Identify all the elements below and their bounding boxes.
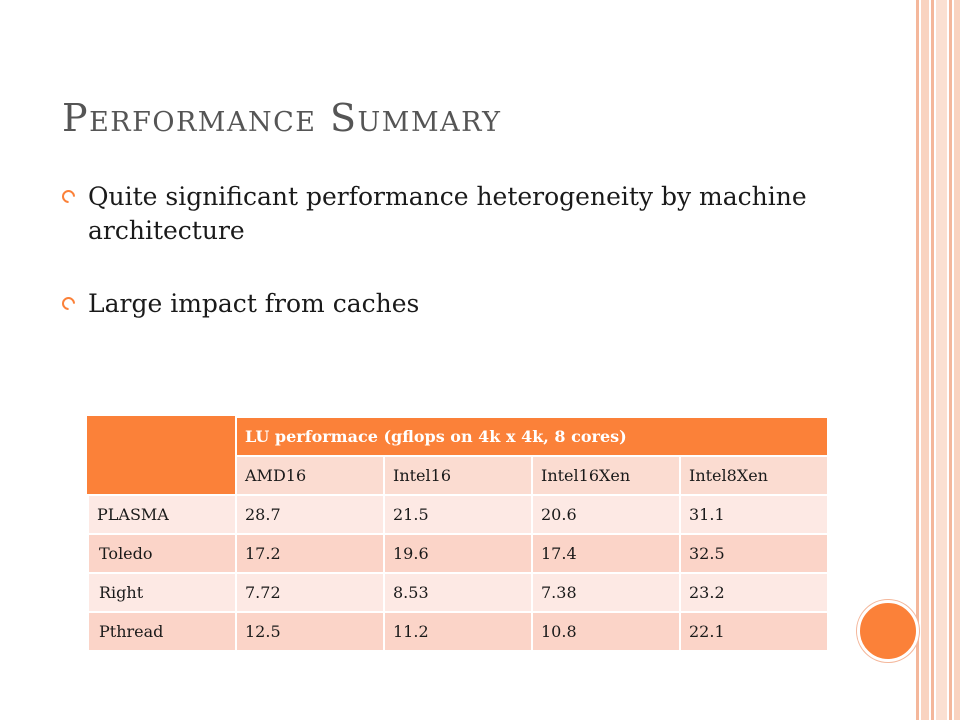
table-cell: 17.4 (531, 533, 681, 574)
table-cell: 28.7 (235, 494, 385, 535)
table-row: Toledo 17.2 19.6 17.4 32.5 (87, 533, 829, 574)
stripe (936, 0, 947, 720)
table-cell: 31.1 (679, 494, 829, 535)
performance-table: LU performace (gflops on 4k x 4k, 8 core… (87, 416, 829, 652)
decorative-orange-circle (857, 600, 919, 662)
table-row: Right 7.72 8.53 7.38 23.2 (87, 572, 829, 613)
table-row: Pthread 12.5 11.2 10.8 22.1 (87, 611, 829, 652)
table-cell: 17.2 (235, 533, 385, 574)
bullet-text: Quite significant performance heterogene… (88, 182, 807, 245)
table-cell: 23.2 (679, 572, 829, 613)
stripe (921, 0, 929, 720)
table-cell: 10.8 (531, 611, 681, 652)
table-cell: 12.5 (235, 611, 385, 652)
stripe (916, 0, 919, 720)
stripe (954, 0, 960, 720)
row-label: Right (87, 572, 237, 613)
table-cell: 20.6 (531, 494, 681, 535)
stripe (931, 0, 934, 720)
bullet-text: Large impact from caches (88, 289, 420, 318)
table-cell: 7.72 (235, 572, 385, 613)
bullet-list: Quite significant performance heterogene… (59, 180, 822, 321)
bullet-icon (59, 187, 78, 206)
decorative-side-stripes (916, 0, 960, 720)
bullet-item: Quite significant performance heterogene… (59, 180, 822, 248)
column-header: Intel8Xen (679, 455, 829, 496)
table-cell: 11.2 (383, 611, 533, 652)
stripe (949, 0, 952, 720)
slide-title: Performance Summary (62, 96, 502, 140)
table-cell: 22.1 (679, 611, 829, 652)
table-row: PLASMA 28.7 21.5 20.6 31.1 (87, 494, 829, 535)
column-header: Intel16Xen (531, 455, 681, 496)
table-cell: 7.38 (531, 572, 681, 613)
table-corner-cell (87, 416, 237, 496)
column-header: Intel16 (383, 455, 533, 496)
column-header: AMD16 (235, 455, 385, 496)
row-label: PLASMA (87, 494, 237, 535)
bullet-icon (59, 294, 78, 313)
table-caption: LU performace (gflops on 4k x 4k, 8 core… (235, 416, 829, 457)
table-cell: 19.6 (383, 533, 533, 574)
row-label: Toledo (87, 533, 237, 574)
table-cell: 21.5 (383, 494, 533, 535)
row-label: Pthread (87, 611, 237, 652)
table-cell: 32.5 (679, 533, 829, 574)
bullet-item: Large impact from caches (59, 287, 822, 321)
table-cell: 8.53 (383, 572, 533, 613)
